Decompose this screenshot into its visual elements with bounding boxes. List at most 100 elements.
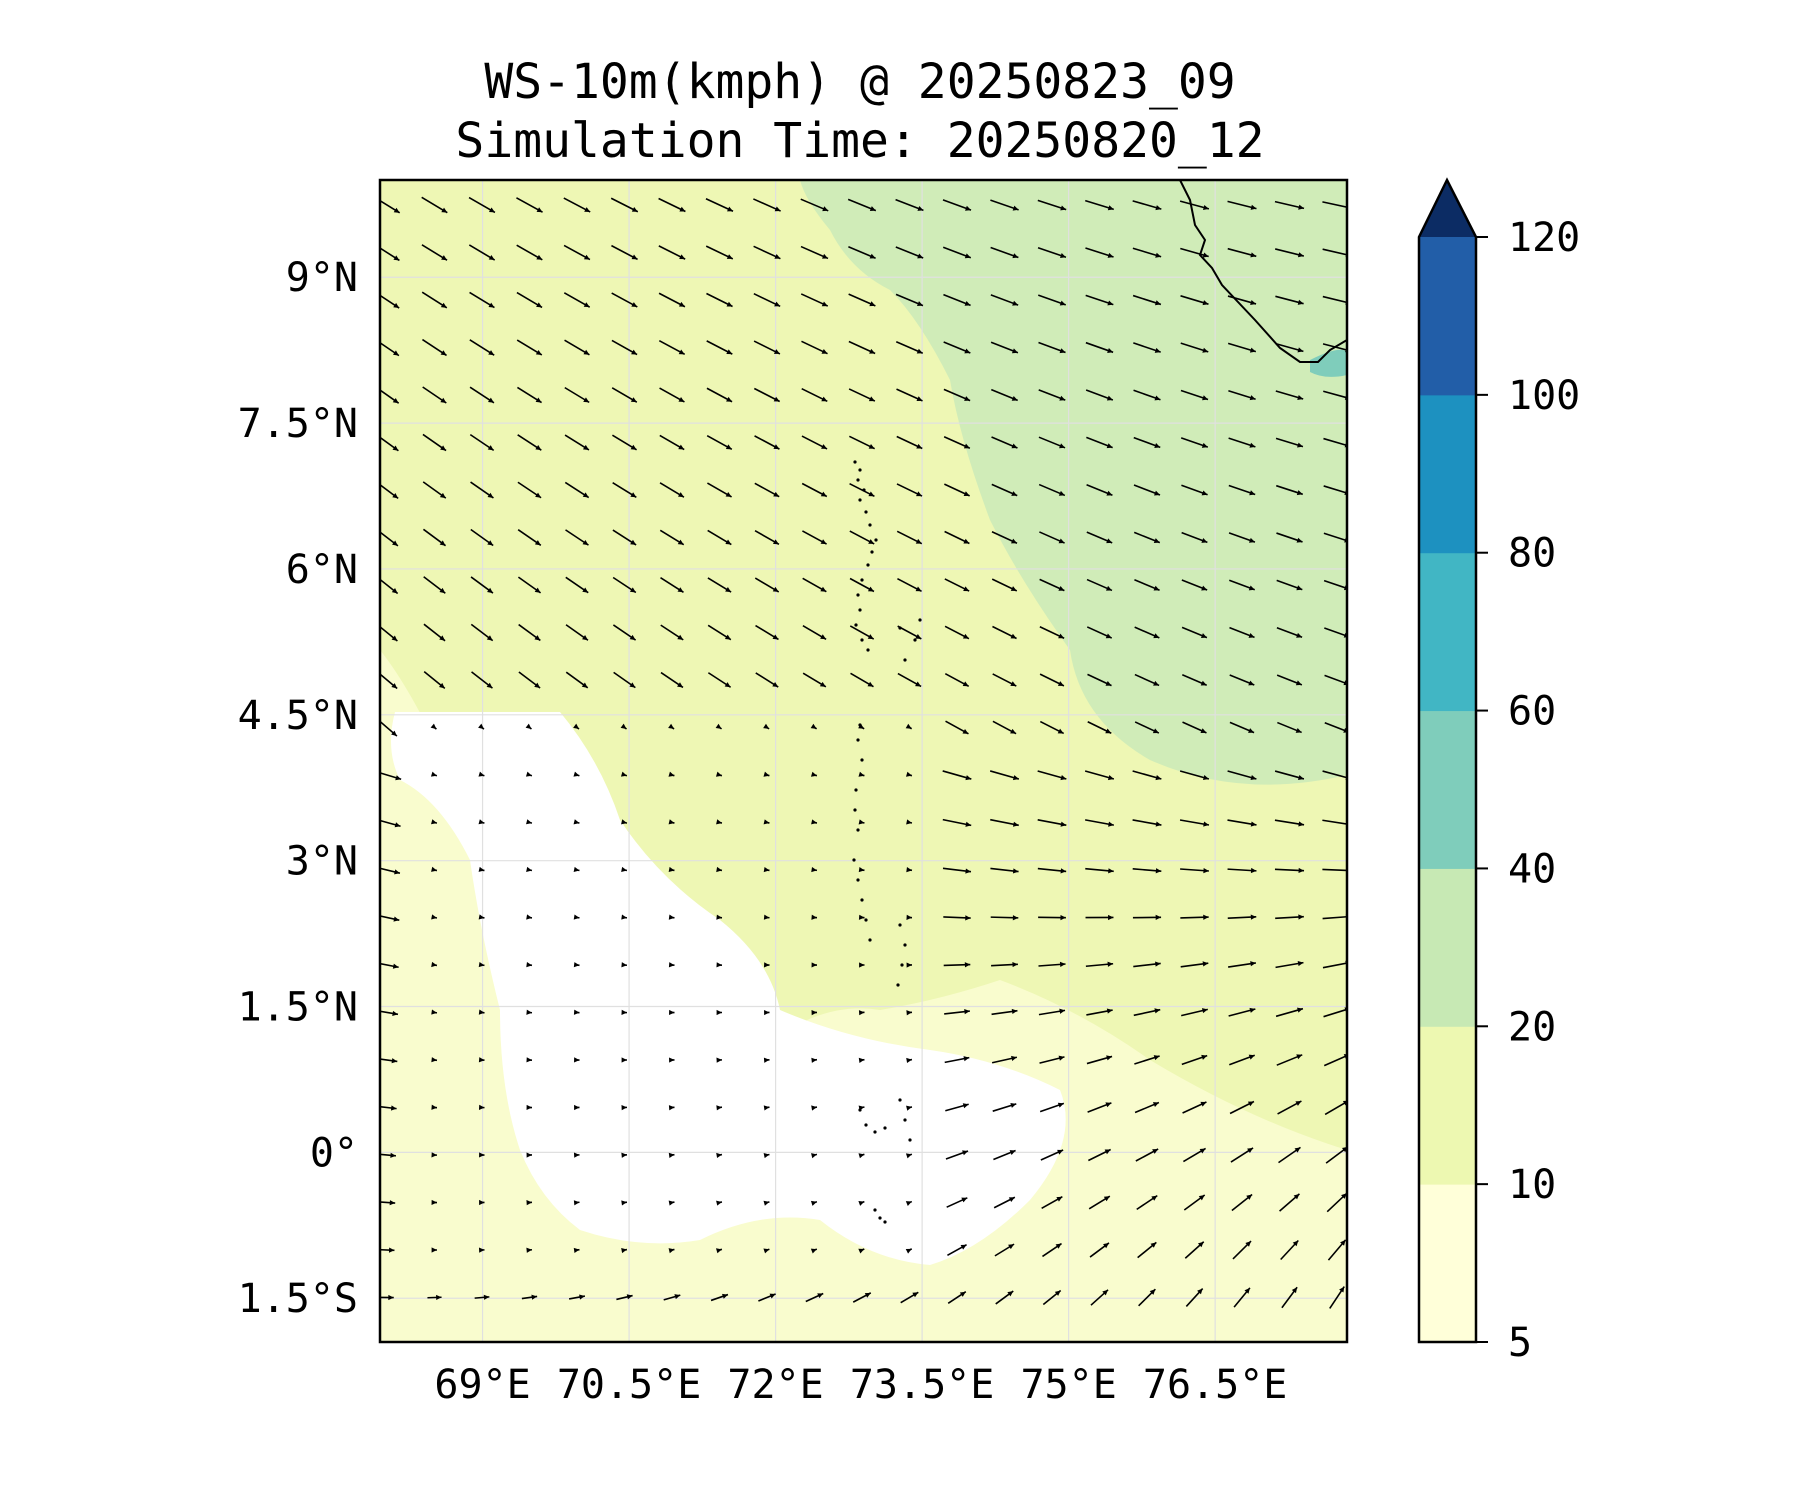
wind-vector-head	[526, 914, 532, 920]
wind-vector-head	[1200, 728, 1207, 734]
coastline	[1179, 180, 1347, 363]
wind-vector-head	[620, 723, 627, 729]
wind-vector-head	[811, 914, 817, 920]
wind-vector-head	[1105, 585, 1112, 591]
wind-vector-head	[1298, 775, 1304, 781]
wind-vector-head	[726, 254, 733, 259]
lon-tick-label: 76.5°E	[1143, 1362, 1288, 1408]
wind-vector-head	[1152, 1102, 1159, 1107]
wind-vector-head	[1059, 1008, 1066, 1014]
wind-vector-head	[763, 914, 770, 920]
wind-vector-head	[573, 866, 580, 872]
wind-vector-head	[858, 1057, 865, 1063]
wind-vector-head	[393, 916, 400, 922]
wind-vector-head	[440, 397, 447, 403]
wind-vector-head	[1155, 914, 1162, 920]
island-dot	[864, 918, 868, 922]
wind-vector-head	[1294, 1147, 1301, 1153]
wind-vector-head	[1010, 681, 1017, 687]
wind-vector-head	[431, 819, 437, 825]
wind-vector-head	[1012, 868, 1019, 874]
wind-vector-head	[678, 444, 685, 450]
wind-vector-head	[769, 1293, 776, 1299]
wind-vector-head	[963, 443, 970, 449]
wind-vector-head	[1201, 490, 1208, 496]
wind-vector-head	[763, 1200, 770, 1206]
wind-vector-head	[858, 1248, 865, 1254]
island-dot	[854, 623, 858, 627]
wind-vector-head	[574, 1057, 580, 1063]
wind-vector-head	[1153, 585, 1160, 591]
wind-vector-head	[1007, 1291, 1014, 1297]
wind-vector-head	[525, 771, 532, 777]
wind-vector-head	[431, 866, 437, 872]
island-dot	[868, 523, 872, 527]
colorbar-tick-label: 10	[1508, 1162, 1556, 1208]
wind-vector-head	[822, 206, 829, 212]
wind-vector-head	[962, 633, 969, 639]
wind-vector-head	[440, 445, 447, 451]
wind-vector-head	[621, 962, 627, 968]
wind-vector-head	[1201, 538, 1208, 543]
wind-vector-head	[915, 586, 922, 592]
wind-vector-head	[1297, 252, 1304, 258]
wind-vector-head	[573, 723, 579, 730]
wind-vector-head	[811, 1057, 817, 1063]
wind-vector-head	[1154, 490, 1161, 496]
wind-vector-head	[906, 1105, 912, 1111]
wind-vector-head	[534, 682, 541, 688]
wind-vector-head	[773, 349, 780, 354]
wind-vector-head	[1107, 252, 1114, 258]
wind-vector-head	[629, 634, 636, 641]
wind-vectors	[380, 196, 1347, 1309]
wind-vector-head	[811, 866, 817, 873]
wind-vector-head	[582, 539, 589, 546]
wind-vector-head	[581, 682, 588, 688]
colorbar-band	[1419, 868, 1476, 1027]
wind-vector-head	[1248, 633, 1255, 638]
wind-vector-head	[1298, 867, 1305, 874]
wind-vector-head	[483, 1294, 490, 1300]
wind-vector-head	[1060, 253, 1066, 258]
wind-vector-head	[389, 1200, 396, 1206]
island-dot	[853, 808, 857, 812]
wind-vector-head	[1297, 347, 1304, 353]
wind-vector-head	[479, 1199, 485, 1206]
colorbar-tick-label: 5	[1508, 1320, 1532, 1366]
wind-vector-head	[1199, 1148, 1206, 1154]
wind-vector-head	[906, 819, 912, 825]
wind-vector-head	[906, 1057, 912, 1064]
wind-vector-head	[858, 723, 865, 729]
wind-vector-head	[582, 587, 589, 593]
wind-vector-head	[488, 207, 495, 213]
wind-vector-head	[964, 1009, 970, 1015]
wind-vector-head	[726, 396, 733, 402]
lat-tick-label: 4.5°N	[238, 693, 358, 739]
wind-vector-head	[1155, 252, 1162, 258]
wind-vector-head	[1202, 347, 1209, 353]
wind-vector-head	[959, 1291, 966, 1297]
wind-vector-head	[763, 1105, 770, 1111]
wind-vector-head	[868, 539, 875, 544]
wind-vector-head	[763, 1153, 770, 1159]
wind-vector-head	[430, 771, 437, 777]
wind-vector-head	[763, 1057, 770, 1063]
wind-vector-head	[763, 1248, 770, 1254]
wind-vector-head	[478, 771, 485, 777]
lat-tick-label: 1.5°N	[238, 985, 358, 1031]
wind-vector-head	[582, 635, 588, 641]
wind-vector-head	[441, 207, 448, 213]
wind-vector-head	[668, 962, 675, 968]
wind-vector-head	[1010, 633, 1017, 639]
wind-vector-head	[726, 301, 733, 307]
chart-title: WS-10m(kmph) @ 20250823_09	[484, 54, 1236, 110]
wind-vector-head	[431, 1199, 437, 1206]
wind-vector-head	[1250, 914, 1257, 920]
wind-vector-head	[1198, 1195, 1205, 1201]
wind-vector-head	[1105, 680, 1112, 686]
wind-vector-head	[678, 349, 685, 355]
wind-vector-head	[858, 1153, 865, 1159]
wind-vector-head	[1153, 1055, 1160, 1061]
wind-vector-head	[1201, 442, 1208, 448]
wind-vector-head	[1107, 205, 1114, 211]
